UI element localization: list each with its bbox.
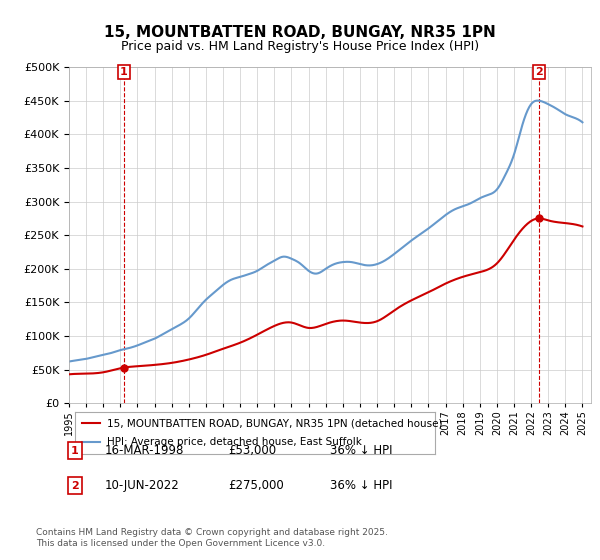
Text: 36% ↓ HPI: 36% ↓ HPI [330,479,392,492]
Text: Contains HM Land Registry data © Crown copyright and database right 2025.
This d: Contains HM Land Registry data © Crown c… [36,528,388,548]
Text: Price paid vs. HM Land Registry's House Price Index (HPI): Price paid vs. HM Land Registry's House … [121,40,479,53]
Text: £275,000: £275,000 [228,479,284,492]
Text: £53,000: £53,000 [228,444,276,458]
Text: 15, MOUNTBATTEN ROAD, BUNGAY, NR35 1PN (detached house): 15, MOUNTBATTEN ROAD, BUNGAY, NR35 1PN (… [107,418,443,428]
Text: 16-MAR-1998: 16-MAR-1998 [105,444,184,458]
Text: 1: 1 [71,446,79,456]
Text: 15, MOUNTBATTEN ROAD, BUNGAY, NR35 1PN: 15, MOUNTBATTEN ROAD, BUNGAY, NR35 1PN [104,25,496,40]
Text: 2: 2 [71,480,79,491]
Text: 36% ↓ HPI: 36% ↓ HPI [330,444,392,458]
Text: 2: 2 [535,67,542,77]
Text: 10-JUN-2022: 10-JUN-2022 [105,479,180,492]
Text: 1: 1 [120,67,128,77]
Text: HPI: Average price, detached house, East Suffolk: HPI: Average price, detached house, East… [107,437,362,447]
